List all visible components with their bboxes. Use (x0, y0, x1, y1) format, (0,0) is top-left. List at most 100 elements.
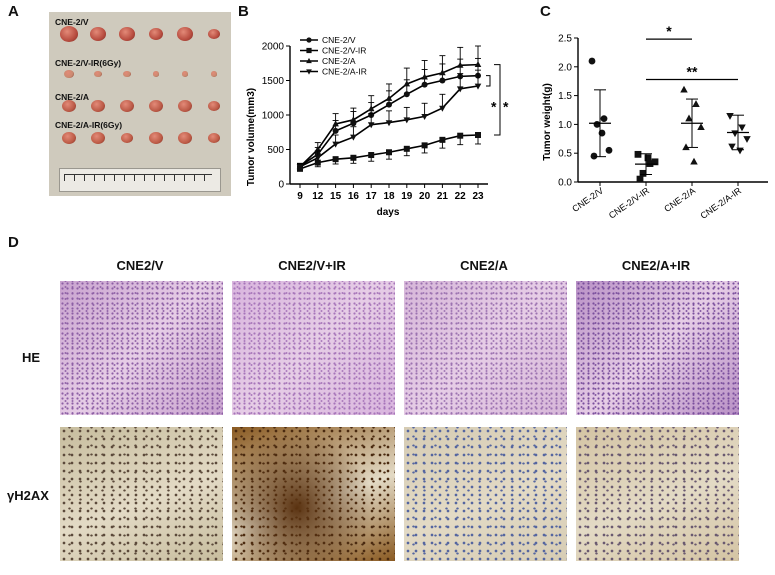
data-point (421, 113, 428, 120)
data-point (690, 157, 698, 165)
group-label-a: CNE-2/A (55, 92, 90, 102)
group-label-a-ir: CNE-2/A-IR(6Gy) (55, 120, 123, 130)
tumor-sample (178, 100, 192, 112)
tumor-sample (208, 132, 220, 144)
data-point (439, 136, 446, 143)
legend-entry: CNE-2/A-IR (300, 67, 367, 77)
tumor-sample (121, 132, 133, 144)
x-tick-label: 23 (472, 191, 484, 202)
panel-letter-d: D (8, 234, 19, 251)
x-tick-label: 20 (419, 191, 431, 202)
x-tick-label: 16 (348, 191, 360, 202)
group-cne-2-a (680, 85, 705, 165)
legend-label: CNE-2/A (322, 56, 356, 66)
data-point (651, 158, 659, 166)
data-point (456, 86, 464, 93)
x-tick-label: 12 (312, 191, 324, 202)
legend-label: CNE-2/V-IR (322, 46, 366, 56)
x-tick-label: 15 (330, 191, 342, 202)
data-point (403, 117, 411, 124)
category-label: CNE-2/A-IR (698, 185, 743, 221)
data-point (726, 113, 734, 120)
he-micrograph (232, 281, 395, 415)
tumor-sample (91, 100, 105, 112)
panel-letter-b: B (238, 3, 249, 20)
data-point (456, 61, 464, 68)
legend-entry: CNE-2/A (300, 56, 356, 66)
data-point (590, 152, 598, 160)
he-micrograph (60, 281, 223, 415)
x-tick-label: 18 (383, 191, 395, 202)
x-tick-label: 17 (366, 191, 378, 202)
tumor-sample (119, 27, 135, 41)
tumor-sample (149, 132, 163, 144)
y-tick-label: 0.0 (558, 178, 572, 189)
gh2ax-micrograph (404, 427, 567, 561)
data-point (403, 80, 411, 87)
data-point (314, 159, 321, 166)
data-point (697, 123, 705, 130)
tumor-sample (177, 27, 193, 41)
significance-label: * (503, 99, 509, 115)
column-title-a: CNE2/A (460, 258, 508, 273)
data-point (439, 69, 446, 76)
data-point (385, 120, 393, 127)
data-point (386, 101, 392, 108)
tumor-sample (91, 132, 105, 144)
data-point (385, 94, 393, 101)
data-point (692, 100, 700, 107)
data-point (332, 120, 339, 127)
tumor-sample (60, 26, 78, 42)
y-tick-label: 2000 (262, 42, 285, 53)
y-tick-label: 2.5 (558, 34, 572, 45)
category-label: CNE-2/A (662, 185, 697, 214)
y-tick-label: 1.5 (558, 91, 572, 102)
data-point (421, 81, 428, 88)
data-point (457, 132, 464, 139)
x-tick-label: 9 (297, 191, 303, 202)
tumor-sample (123, 70, 131, 78)
legend-marker (306, 69, 312, 75)
data-point (296, 164, 304, 171)
y-tick-label: 2.0 (558, 62, 572, 73)
column-title-a-ir: CNE2/A+IR (621, 258, 691, 273)
tumor-sample (153, 71, 159, 77)
tumor-sample (120, 100, 134, 112)
group-label-v: CNE-2/V (55, 17, 89, 27)
panel-letter-c: C (540, 3, 551, 20)
data-point (474, 61, 482, 68)
data-point (636, 175, 644, 183)
data-point (639, 169, 647, 177)
data-point (682, 143, 690, 151)
tumor-sample (178, 132, 192, 144)
data-point (368, 152, 375, 159)
significance-label: * (491, 99, 497, 115)
y-tick-label: 1000 (262, 111, 285, 122)
tumor-sample (208, 28, 220, 40)
y-axis-label: Tumor volume(mm3) (246, 88, 257, 186)
significance-label: * (666, 23, 672, 39)
gh2ax-micrograph (576, 427, 739, 561)
category-label: CNE-2/V (570, 185, 605, 214)
panel-letter-a: A (8, 3, 19, 20)
group-cne-2-v-ir (634, 150, 659, 183)
ruler (59, 168, 221, 192)
group-cne-2-v (588, 57, 613, 160)
x-axis-label: days (377, 207, 400, 218)
data-point (403, 91, 410, 98)
y-tick-label: 1500 (262, 76, 285, 87)
row-label-gh2ax: γH2AX (7, 488, 49, 503)
data-point (738, 124, 746, 132)
data-point (728, 143, 736, 151)
data-point (593, 121, 601, 128)
tumor-weight-chart: 0.0 0.5 1.0 1.5 2.0 2.5 CNE-2/V CNE-2/V-IR CNE-2… (542, 23, 768, 221)
tumor-sample (90, 27, 106, 41)
legend-label: CNE-2/A-IR (322, 67, 367, 77)
data-point (439, 77, 446, 84)
tumor-volume-chart: 0 500 1000 1500 2000 9 12 15 16 17 18 19 20 21 22 23 * *… (246, 35, 509, 218)
tumor-sample (211, 71, 217, 77)
gh2ax-micrograph (60, 427, 223, 561)
data-point (314, 155, 322, 162)
data-point (605, 146, 613, 154)
data-point (475, 132, 481, 139)
